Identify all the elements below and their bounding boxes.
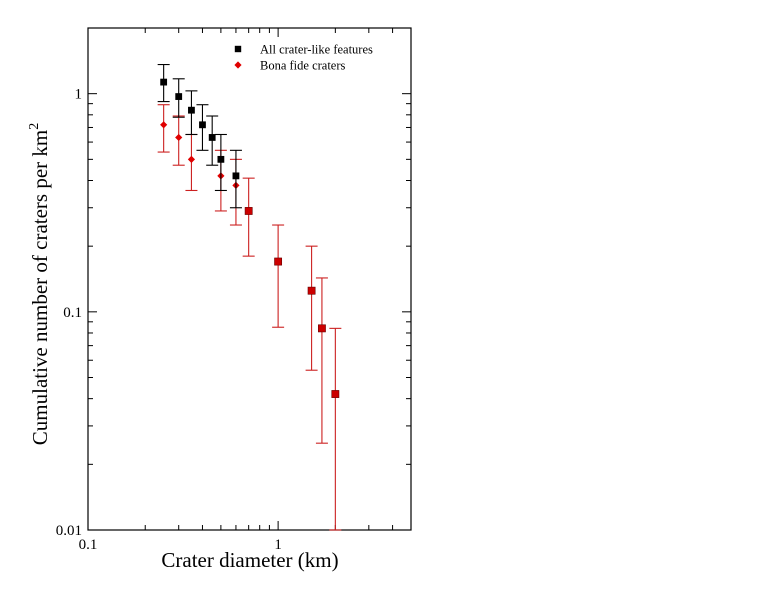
series-bona-fide-craters (157, 104, 342, 531)
x-tick-label: 0.1 (79, 537, 98, 553)
y-tick-label: 0.01 (56, 523, 82, 539)
data-point-square (199, 121, 206, 129)
plot-frame (87, 27, 412, 531)
y-tick-label: 0.1 (63, 305, 82, 321)
data-point-square-red (274, 257, 283, 266)
x-axis-title: Crater diameter (km) (161, 548, 338, 572)
legend-marker-diamond (234, 61, 242, 69)
data-point-square (217, 155, 225, 163)
data-point-square-red (331, 390, 340, 398)
data-point-diamond (187, 155, 196, 163)
data-point-square-red (307, 286, 316, 295)
x-tick-label: 1 (274, 537, 282, 553)
data-point-diamond (175, 133, 183, 142)
data-series-layer (157, 63, 342, 531)
data-point-square (175, 93, 183, 100)
y-axis-title-main: Cumulative number of craters per km (28, 130, 52, 445)
legend: All crater-like features Bona fide crater… (234, 43, 373, 73)
y-axis-title-superscript: 2 (27, 123, 42, 130)
legend-label-all-crater-like-features: All crater-like features (260, 43, 373, 57)
y-axis-ticks: 0.01 0.1 1 (56, 27, 411, 539)
data-point-square-red (318, 324, 326, 333)
data-point-diamond (160, 121, 168, 129)
legend-marker-square (234, 45, 242, 53)
data-point-square-red (244, 207, 253, 215)
plot-area (87, 27, 412, 531)
data-point-square (160, 78, 168, 86)
data-point-square (232, 172, 240, 180)
x-axis-ticks: 0.1 1 (79, 28, 412, 553)
series-all-crater-like-features (157, 63, 242, 209)
data-point-square (188, 106, 195, 114)
data-point-square (208, 134, 216, 141)
legend-label-bona-fide-craters: Bona fide craters (260, 59, 346, 73)
y-tick-label: 1 (75, 87, 83, 103)
y-axis-title: Cumulative number of craters per km2 (27, 123, 52, 445)
